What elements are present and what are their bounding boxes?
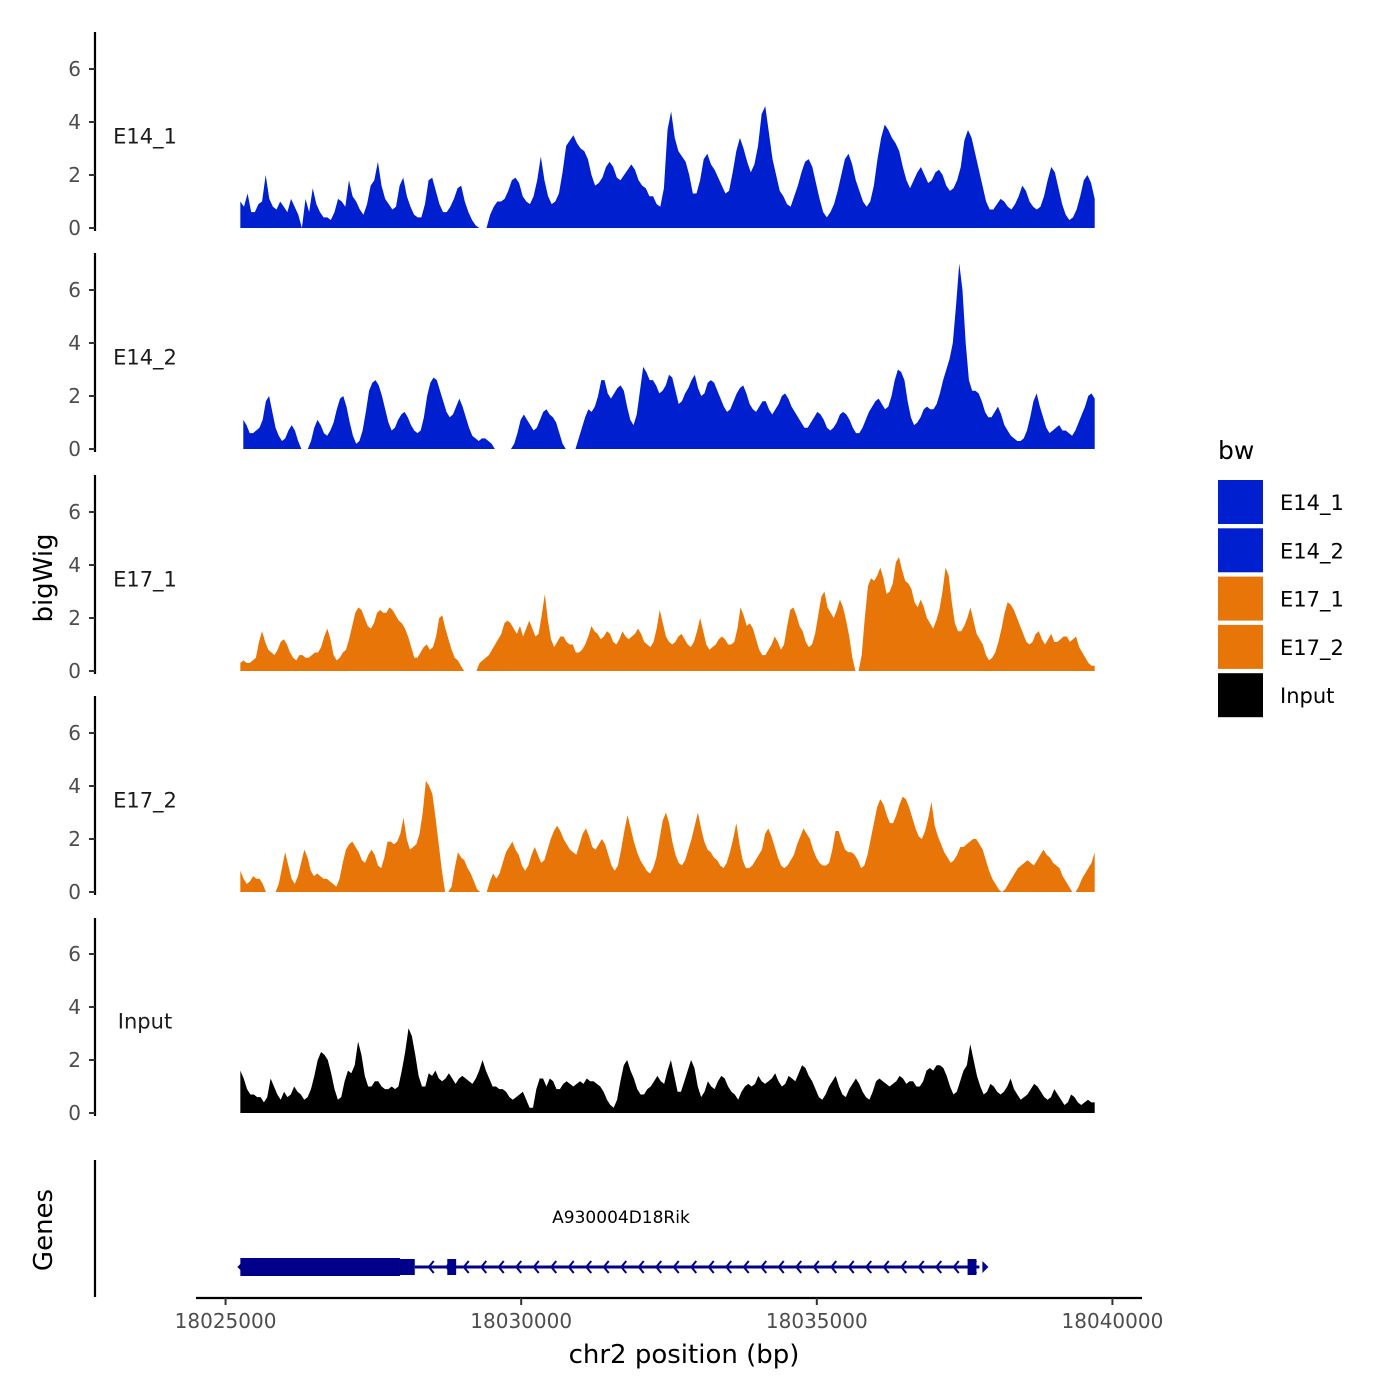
legend-swatch-E17_2 xyxy=(1218,624,1263,669)
strand-arrow xyxy=(427,1260,435,1274)
bigwig-panels: 0 2 4 6 E14_1 0 2 4 6 E14_2 0 2 4 6 E17_1 0 2 4 6 E17_2 0 2 4 6… xyxy=(68,32,1095,1125)
strand-arrow xyxy=(742,1260,750,1274)
y-tick-label: 2 xyxy=(68,384,81,408)
y-tick-label: 0 xyxy=(68,1101,81,1125)
gene-start-cap xyxy=(237,1263,242,1271)
legend-label-E14_2: E14_2 xyxy=(1280,539,1344,564)
gene-exon xyxy=(240,1258,400,1276)
strand-arrow xyxy=(952,1260,960,1274)
panel-Input: 0 2 4 6 Input xyxy=(68,918,1095,1125)
strand-arrow xyxy=(619,1260,628,1274)
strand-arrow xyxy=(444,1260,453,1274)
strand-arrow xyxy=(707,1260,715,1274)
x-axis: 18025000 18030000 18035000 18040000 xyxy=(175,1296,1164,1333)
strand-arrow xyxy=(934,1260,943,1274)
legend-swatch-E17_1 xyxy=(1218,576,1263,621)
coverage-area-E17_2 xyxy=(240,780,1095,892)
gene-axis-title: Genes xyxy=(29,1189,59,1271)
strand-arrow xyxy=(532,1260,540,1274)
y-tick-label: 2 xyxy=(68,606,81,630)
strand-arrow xyxy=(462,1260,470,1274)
y-tick-label: 0 xyxy=(68,216,81,240)
strand-arrow xyxy=(724,1260,733,1274)
strand-arrow xyxy=(654,1260,663,1274)
track-label: E17_2 xyxy=(113,788,177,813)
strand-arrow xyxy=(899,1260,908,1274)
coverage-area-E14_1 xyxy=(240,106,1095,228)
y-tick-label: 0 xyxy=(68,659,81,683)
strand-arrow xyxy=(759,1260,768,1274)
y-tick-label: 2 xyxy=(68,1048,81,1072)
y-tick-label: 4 xyxy=(68,995,81,1019)
y-axis-title: bigWig xyxy=(29,533,59,622)
strand-arrow xyxy=(602,1260,610,1274)
gene-end-cap xyxy=(982,1261,989,1273)
strand-arrow xyxy=(969,1260,978,1274)
strand-arrow xyxy=(864,1260,873,1274)
y-tick-label: 4 xyxy=(68,774,81,798)
track-label: E14_1 xyxy=(113,124,177,149)
panel-E17_2: 0 2 4 6 E17_2 xyxy=(68,696,1095,904)
gene-panel: A930004D18Rik xyxy=(93,1160,989,1297)
strand-arrow xyxy=(847,1260,855,1274)
y-tick-label: 2 xyxy=(68,163,81,187)
legend-swatch-E14_1 xyxy=(1218,480,1263,524)
x-tick-label: 18025000 xyxy=(175,1309,277,1333)
strand-arrow xyxy=(497,1260,505,1274)
panel-E14_2: 0 2 4 6 E14_2 xyxy=(68,253,1095,461)
strand-arrow xyxy=(829,1260,838,1274)
panel-E17_1: 0 2 4 6 E17_1 xyxy=(68,475,1095,683)
y-tick-label: 6 xyxy=(68,942,81,966)
strand-arrow xyxy=(672,1260,680,1274)
gene-exon xyxy=(447,1259,457,1275)
y-tick-label: 4 xyxy=(68,553,81,577)
y-tick-label: 0 xyxy=(68,437,81,461)
strand-arrow xyxy=(567,1260,575,1274)
y-tick-label: 6 xyxy=(68,500,81,524)
x-tick-label: 18035000 xyxy=(766,1309,868,1333)
legend-label-Input: Input xyxy=(1280,684,1334,708)
coverage-area-E14_2 xyxy=(243,263,1095,449)
legend-swatch-E14_2 xyxy=(1218,528,1263,573)
legend-label-E17_1: E17_1 xyxy=(1280,588,1344,613)
y-tick-label: 6 xyxy=(68,57,81,81)
y-tick-label: 0 xyxy=(68,880,81,904)
coverage-area-E17_1 xyxy=(240,557,1095,671)
gene-exon xyxy=(399,1259,415,1275)
strand-arrow xyxy=(689,1260,698,1274)
strand-arrow xyxy=(584,1260,593,1274)
track-label: Input xyxy=(118,1009,172,1033)
legend-label-E14_1: E14_1 xyxy=(1280,491,1344,516)
x-tick-label: 18040000 xyxy=(1062,1309,1164,1333)
strand-arrow xyxy=(812,1260,820,1274)
legend-label-E17_2: E17_2 xyxy=(1280,636,1344,661)
track-label: E17_1 xyxy=(113,567,177,592)
coverage-area-Input xyxy=(240,1028,1095,1113)
y-tick-label: 2 xyxy=(68,827,81,851)
x-axis-title: chr2 position (bp) xyxy=(569,1340,800,1370)
y-tick-label: 4 xyxy=(68,331,81,355)
y-tick-label: 6 xyxy=(68,721,81,745)
strand-arrow xyxy=(882,1260,890,1274)
strand-arrow xyxy=(794,1260,803,1274)
legend-title: bw xyxy=(1218,436,1254,465)
gene-name-label: A930004D18Rik xyxy=(552,1208,690,1228)
track-label: E14_2 xyxy=(113,345,177,370)
strand-arrow xyxy=(637,1260,645,1274)
legend: bw E14_1 E14_2 E17_1 E17_2 Input xyxy=(1218,436,1344,718)
strand-arrow xyxy=(514,1260,523,1274)
strand-arrow xyxy=(479,1260,488,1274)
legend-swatch-Input xyxy=(1218,673,1263,718)
y-tick-label: 6 xyxy=(68,278,81,302)
y-tick-label: 4 xyxy=(68,110,81,134)
strand-arrow xyxy=(549,1260,558,1274)
x-tick-label: 18030000 xyxy=(470,1309,572,1333)
strand-arrow xyxy=(917,1260,925,1274)
panel-E14_1: 0 2 4 6 E14_1 xyxy=(68,32,1095,240)
strand-arrow xyxy=(777,1260,785,1274)
